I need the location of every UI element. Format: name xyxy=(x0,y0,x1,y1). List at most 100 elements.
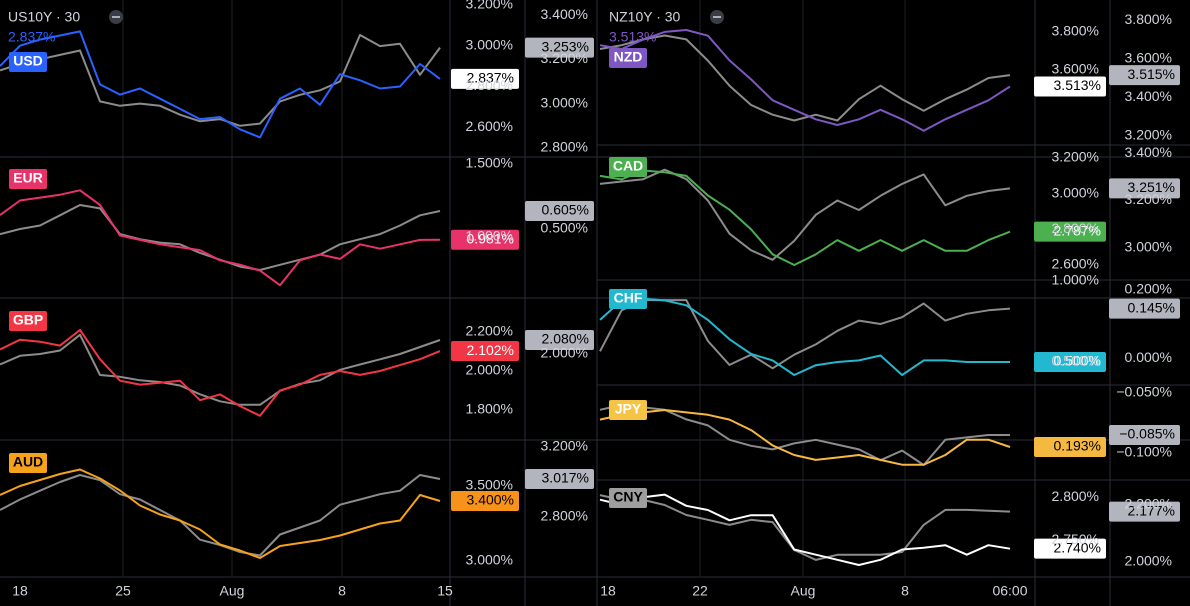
price-badge-label: 0.500% xyxy=(1054,353,1101,369)
series-line xyxy=(0,468,441,559)
y2-tick-label: 3.400% xyxy=(1125,88,1172,104)
price-badge xyxy=(1109,501,1180,522)
y2-tick-label: 0.200% xyxy=(1125,281,1172,297)
series-line xyxy=(0,329,441,417)
series-line xyxy=(599,299,1011,370)
x-tick-label: Aug xyxy=(791,583,816,599)
y-tick-label: 3.000% xyxy=(466,552,513,568)
series-label-badge xyxy=(9,52,47,72)
x-tick-label: 22 xyxy=(692,583,708,599)
y2-tick-label: 3.200% xyxy=(541,50,588,66)
series-label: CAD xyxy=(613,158,643,174)
price-badge-label: 0.981% xyxy=(467,230,514,246)
price-badge xyxy=(451,68,519,89)
symbol-title: NZ10Y · 30 xyxy=(609,9,681,25)
y2-tick-label: −0.100% xyxy=(1116,444,1172,460)
price-badge-label: 3.253% xyxy=(542,38,589,54)
price-badge-label: 2.177% xyxy=(1128,502,1175,518)
series-line xyxy=(599,29,1011,132)
symbol-value: 2.837% xyxy=(8,29,55,45)
series-label: NZD xyxy=(614,49,643,65)
price-badge xyxy=(525,201,594,222)
price-badge-label: 2.787% xyxy=(1054,222,1101,238)
y2-tick-label: 2.800% xyxy=(541,508,588,524)
price-badge xyxy=(451,341,519,362)
header-right: NZ10Y · 30 3.513% xyxy=(609,9,724,45)
x-tick-label: 18 xyxy=(600,583,616,599)
y2-tick-label: 2.200% xyxy=(1125,496,1172,512)
series-label-badge xyxy=(9,453,47,473)
price-badge-label: 0.193% xyxy=(1054,438,1101,454)
price-badge xyxy=(1109,298,1180,319)
series-label-badge xyxy=(609,157,647,177)
y-tick-label: 3.200% xyxy=(466,0,513,12)
price-badge xyxy=(1034,76,1106,97)
y2-tick-label: 3.400% xyxy=(541,6,588,22)
price-badge-label: 3.515% xyxy=(1128,66,1175,82)
price-badge xyxy=(1034,538,1106,559)
series-line xyxy=(0,34,441,127)
y2-tick-label: 3.600% xyxy=(1125,49,1172,65)
series-line xyxy=(599,493,1011,566)
price-badge-label: 2.740% xyxy=(1054,539,1101,555)
price-badge-label: 2.080% xyxy=(542,331,589,347)
series-line xyxy=(599,168,1011,261)
price-badge-label: 2.102% xyxy=(467,342,514,358)
price-badge-label: −0.085% xyxy=(1119,426,1175,442)
y-tick-label: 3.500% xyxy=(466,477,513,493)
series-label: USD xyxy=(13,53,43,69)
series-line xyxy=(0,30,441,139)
series-label: AUD xyxy=(13,454,43,470)
badges: 3.253% 2.837% USD 0.605% 0.981% EUR 2.080% 2.10… xyxy=(9,37,1180,559)
price-badge-label: 3.400% xyxy=(467,492,514,508)
y2-tick-label: 3.800% xyxy=(1125,11,1172,27)
series-label-badge xyxy=(609,48,647,68)
y-tick-label: 0.500% xyxy=(1052,353,1099,369)
series-line xyxy=(0,189,441,287)
series-label: JPY xyxy=(615,401,642,417)
y2-tick-label: 3.200% xyxy=(541,438,588,454)
y2-tick-label: −0.050% xyxy=(1116,384,1172,400)
series-line xyxy=(599,494,1011,561)
price-badge-label: 2.837% xyxy=(467,70,514,86)
y2-tick-label: 3.400% xyxy=(1125,144,1172,160)
series-label-badge xyxy=(609,289,647,309)
y2-tick-label: 3.200% xyxy=(1125,191,1172,207)
y2-tick-label: 2.000% xyxy=(1125,553,1172,569)
y-tick-label: 3.000% xyxy=(466,36,513,52)
x-tick-label: 18 xyxy=(12,583,28,599)
y-tick-label: 1.800% xyxy=(466,401,513,417)
y2-tick-label: 0.500% xyxy=(541,220,588,236)
y-tick-label: 2.600% xyxy=(466,118,513,134)
symbol-value: 3.513% xyxy=(609,29,656,45)
price-badge-label: 3.513% xyxy=(1054,77,1101,93)
y-tick-label: 3.600% xyxy=(1052,61,1099,77)
series-label: GBP xyxy=(13,312,43,328)
y-tick-label: 2.750% xyxy=(1052,531,1099,547)
y-tick-label: 1.500% xyxy=(466,155,513,171)
x-tick-label: 15 xyxy=(437,583,453,599)
series-label-badge xyxy=(9,169,47,189)
x-tick-label: Aug xyxy=(220,583,245,599)
y2-tick-label: 2.000% xyxy=(541,345,588,361)
y2-tick-label: 3.000% xyxy=(541,94,588,110)
y2-tick-label: 0.000% xyxy=(1125,349,1172,365)
plots xyxy=(0,0,1190,577)
price-badge-label: 0.605% xyxy=(542,202,589,218)
price-badge xyxy=(1109,178,1180,199)
y-tick-label: 3.000% xyxy=(1052,184,1099,200)
y-tick-label: 1.000% xyxy=(466,228,513,244)
series-line xyxy=(599,409,1011,466)
y-tick-label: 2.600% xyxy=(1052,256,1099,272)
price-badge xyxy=(1109,65,1180,86)
y-tick-label: 2.800% xyxy=(466,77,513,93)
series-line xyxy=(599,297,1010,376)
x-tick-label: 8 xyxy=(338,583,346,599)
price-badge xyxy=(525,37,594,58)
x-tick-label: 8 xyxy=(901,583,909,599)
series-label-badge xyxy=(9,311,47,331)
x-tick-label: 06:00 xyxy=(992,583,1027,599)
y-tick-label: 2.000% xyxy=(466,362,513,378)
